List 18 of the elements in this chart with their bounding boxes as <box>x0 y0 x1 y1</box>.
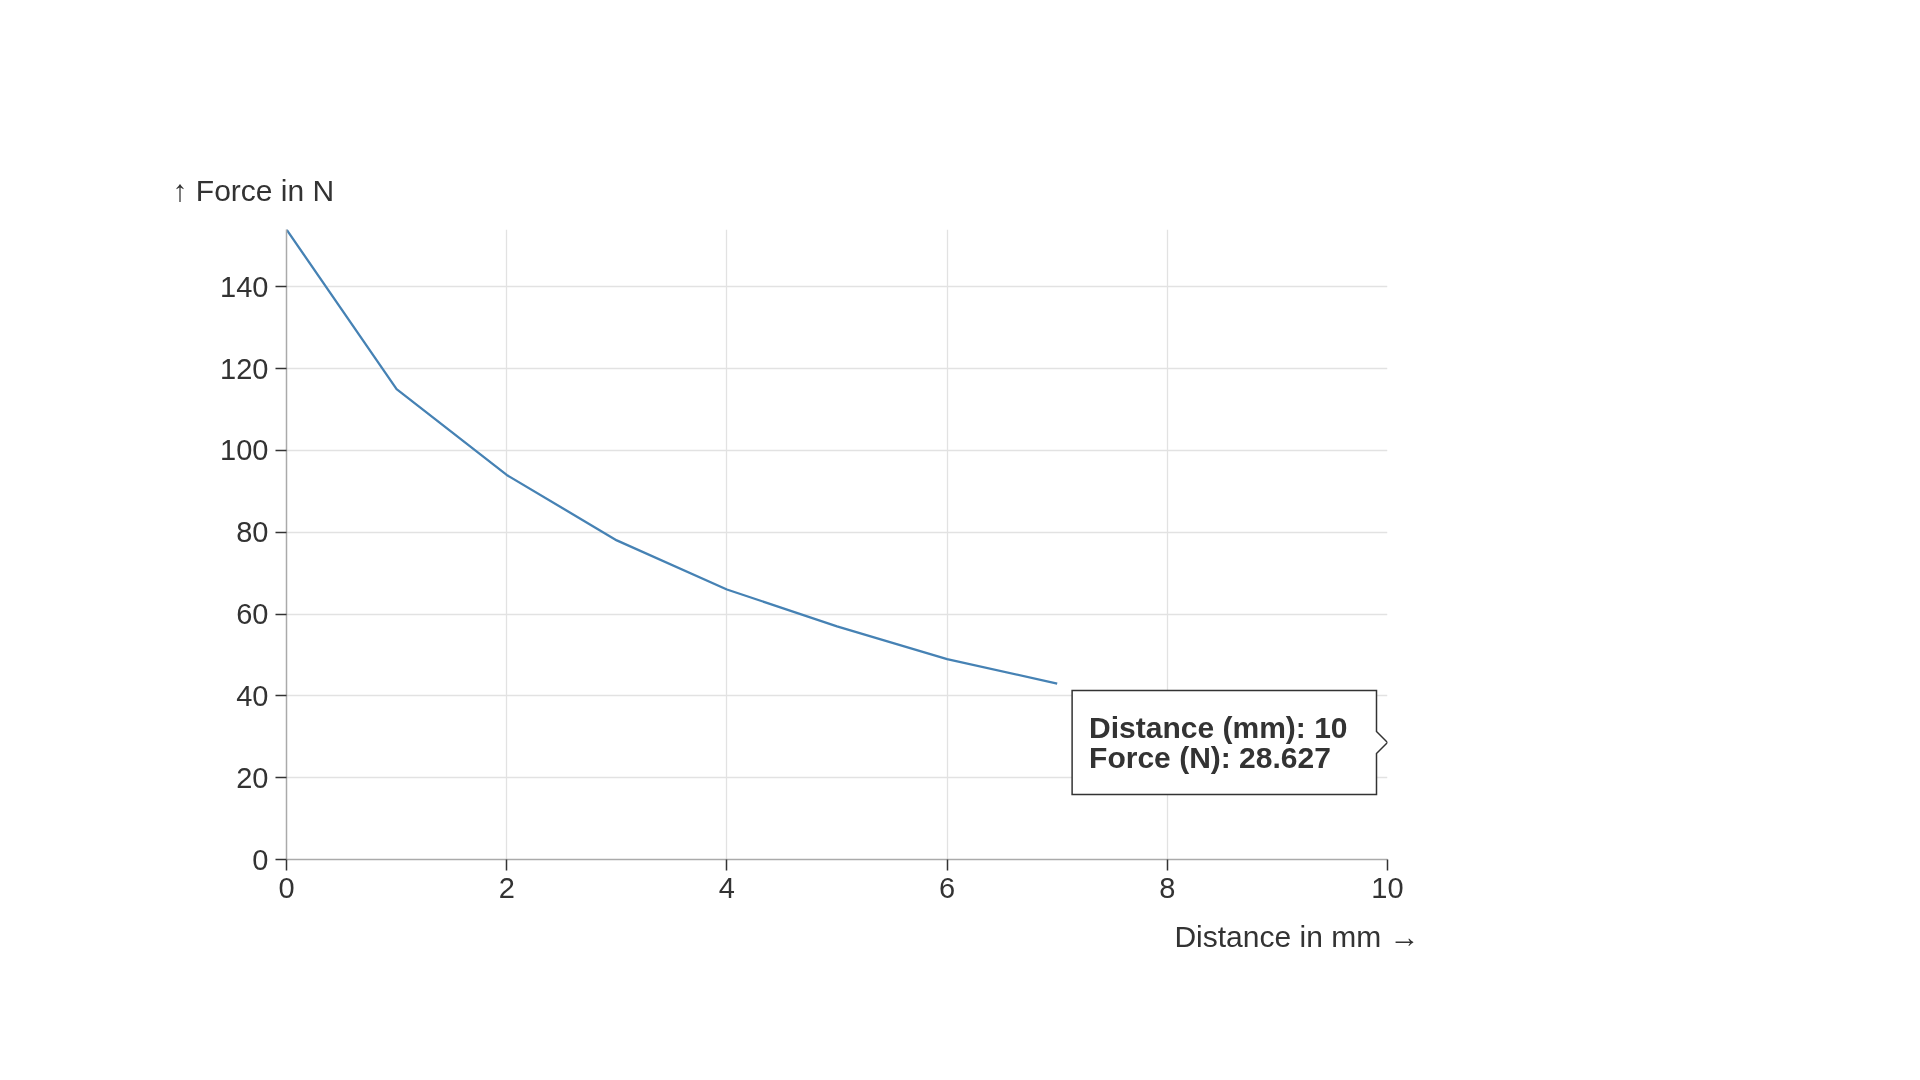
y-tick-label: 0 <box>252 843 269 876</box>
y-tick-label: 140 <box>220 270 269 303</box>
annotation: Distance (mm): 10 Force (N): 28.627 <box>1089 711 1348 774</box>
y-tick-label: 40 <box>236 679 269 712</box>
x-tick-label: 10 <box>1371 871 1404 904</box>
x-axis-title: Distance in mm → <box>1174 919 1420 953</box>
x-tick-label: 6 <box>939 871 956 904</box>
y-tick-label: 60 <box>236 598 269 631</box>
x-tick-label: 2 <box>498 871 515 904</box>
y-tick-label: 20 <box>236 761 269 794</box>
y-tick-label: 80 <box>236 516 269 549</box>
x-tick-label: 8 <box>1159 871 1176 904</box>
y-tick-label: 100 <box>220 434 269 467</box>
y-tick-label: 120 <box>220 352 269 385</box>
line-series <box>286 229 1059 685</box>
x-tick-label: 4 <box>718 871 735 904</box>
y-axis-title: ↑ Force in N <box>172 173 335 207</box>
x-tick-label: 0 <box>278 871 295 904</box>
